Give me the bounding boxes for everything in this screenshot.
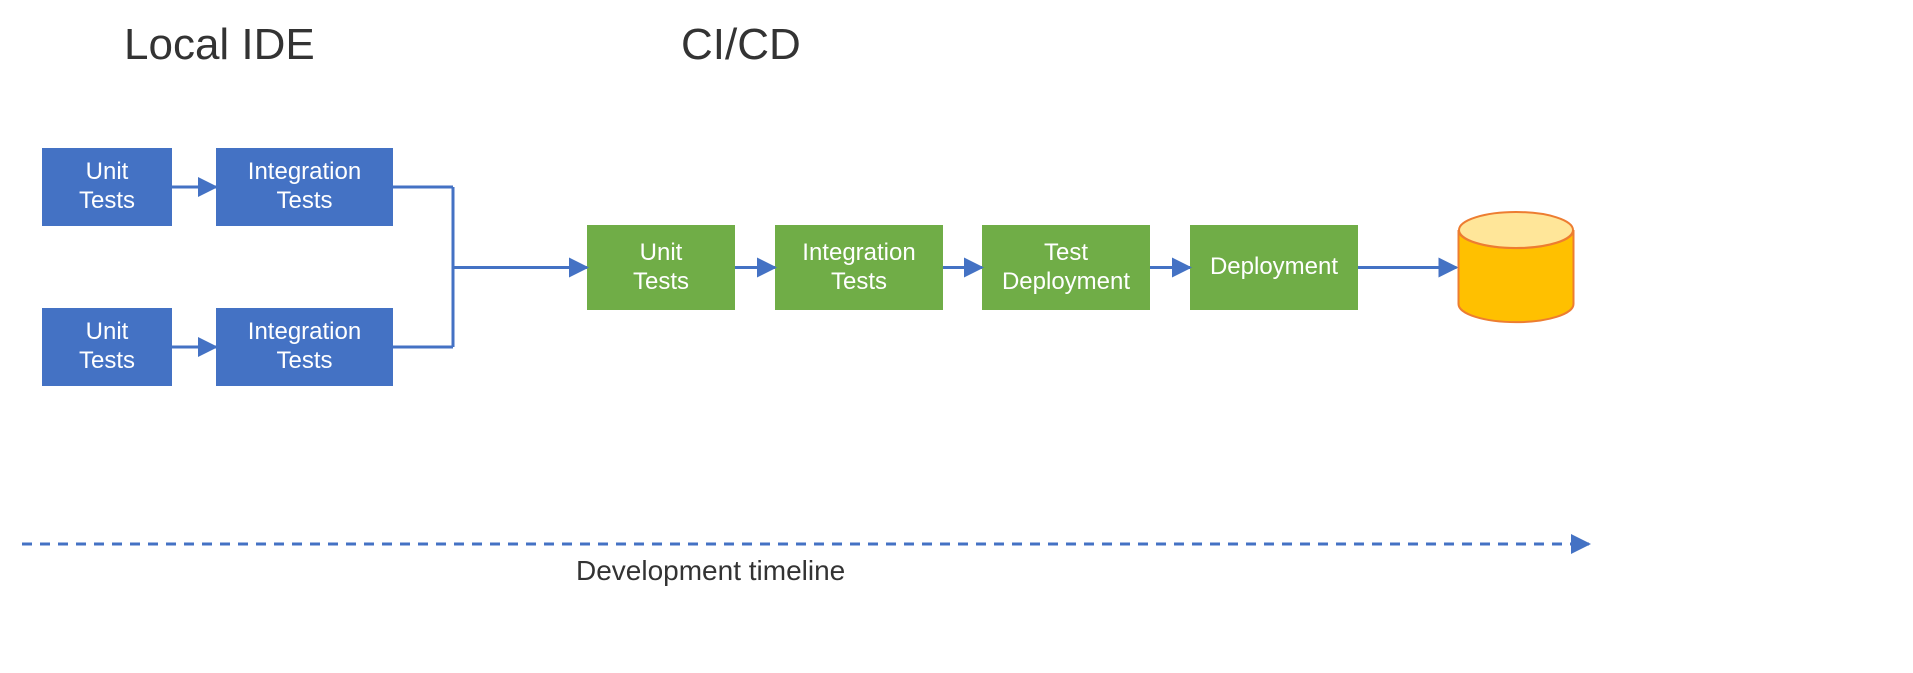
box-local-2-integration-tests: Integration Tests [216, 308, 393, 386]
timeline-label: Development timeline [576, 555, 845, 587]
box-local-1-unit-tests: Unit Tests [42, 148, 172, 226]
heading-local-ide: Local IDE [124, 20, 315, 70]
heading-cicd: CI/CD [681, 20, 801, 70]
box-cicd-unit-tests: Unit Tests [587, 225, 735, 310]
box-cicd-integration-tests: Integration Tests [775, 225, 943, 310]
box-cicd-deployment: Deployment [1190, 225, 1358, 310]
box-cicd-test-deployment: Test Deployment [982, 225, 1150, 310]
box-local-1-integration-tests: Integration Tests [216, 148, 393, 226]
diagram-canvas: Local IDE CI/CD Unit Tests Integration T… [0, 0, 1913, 673]
box-local-2-unit-tests: Unit Tests [42, 308, 172, 386]
